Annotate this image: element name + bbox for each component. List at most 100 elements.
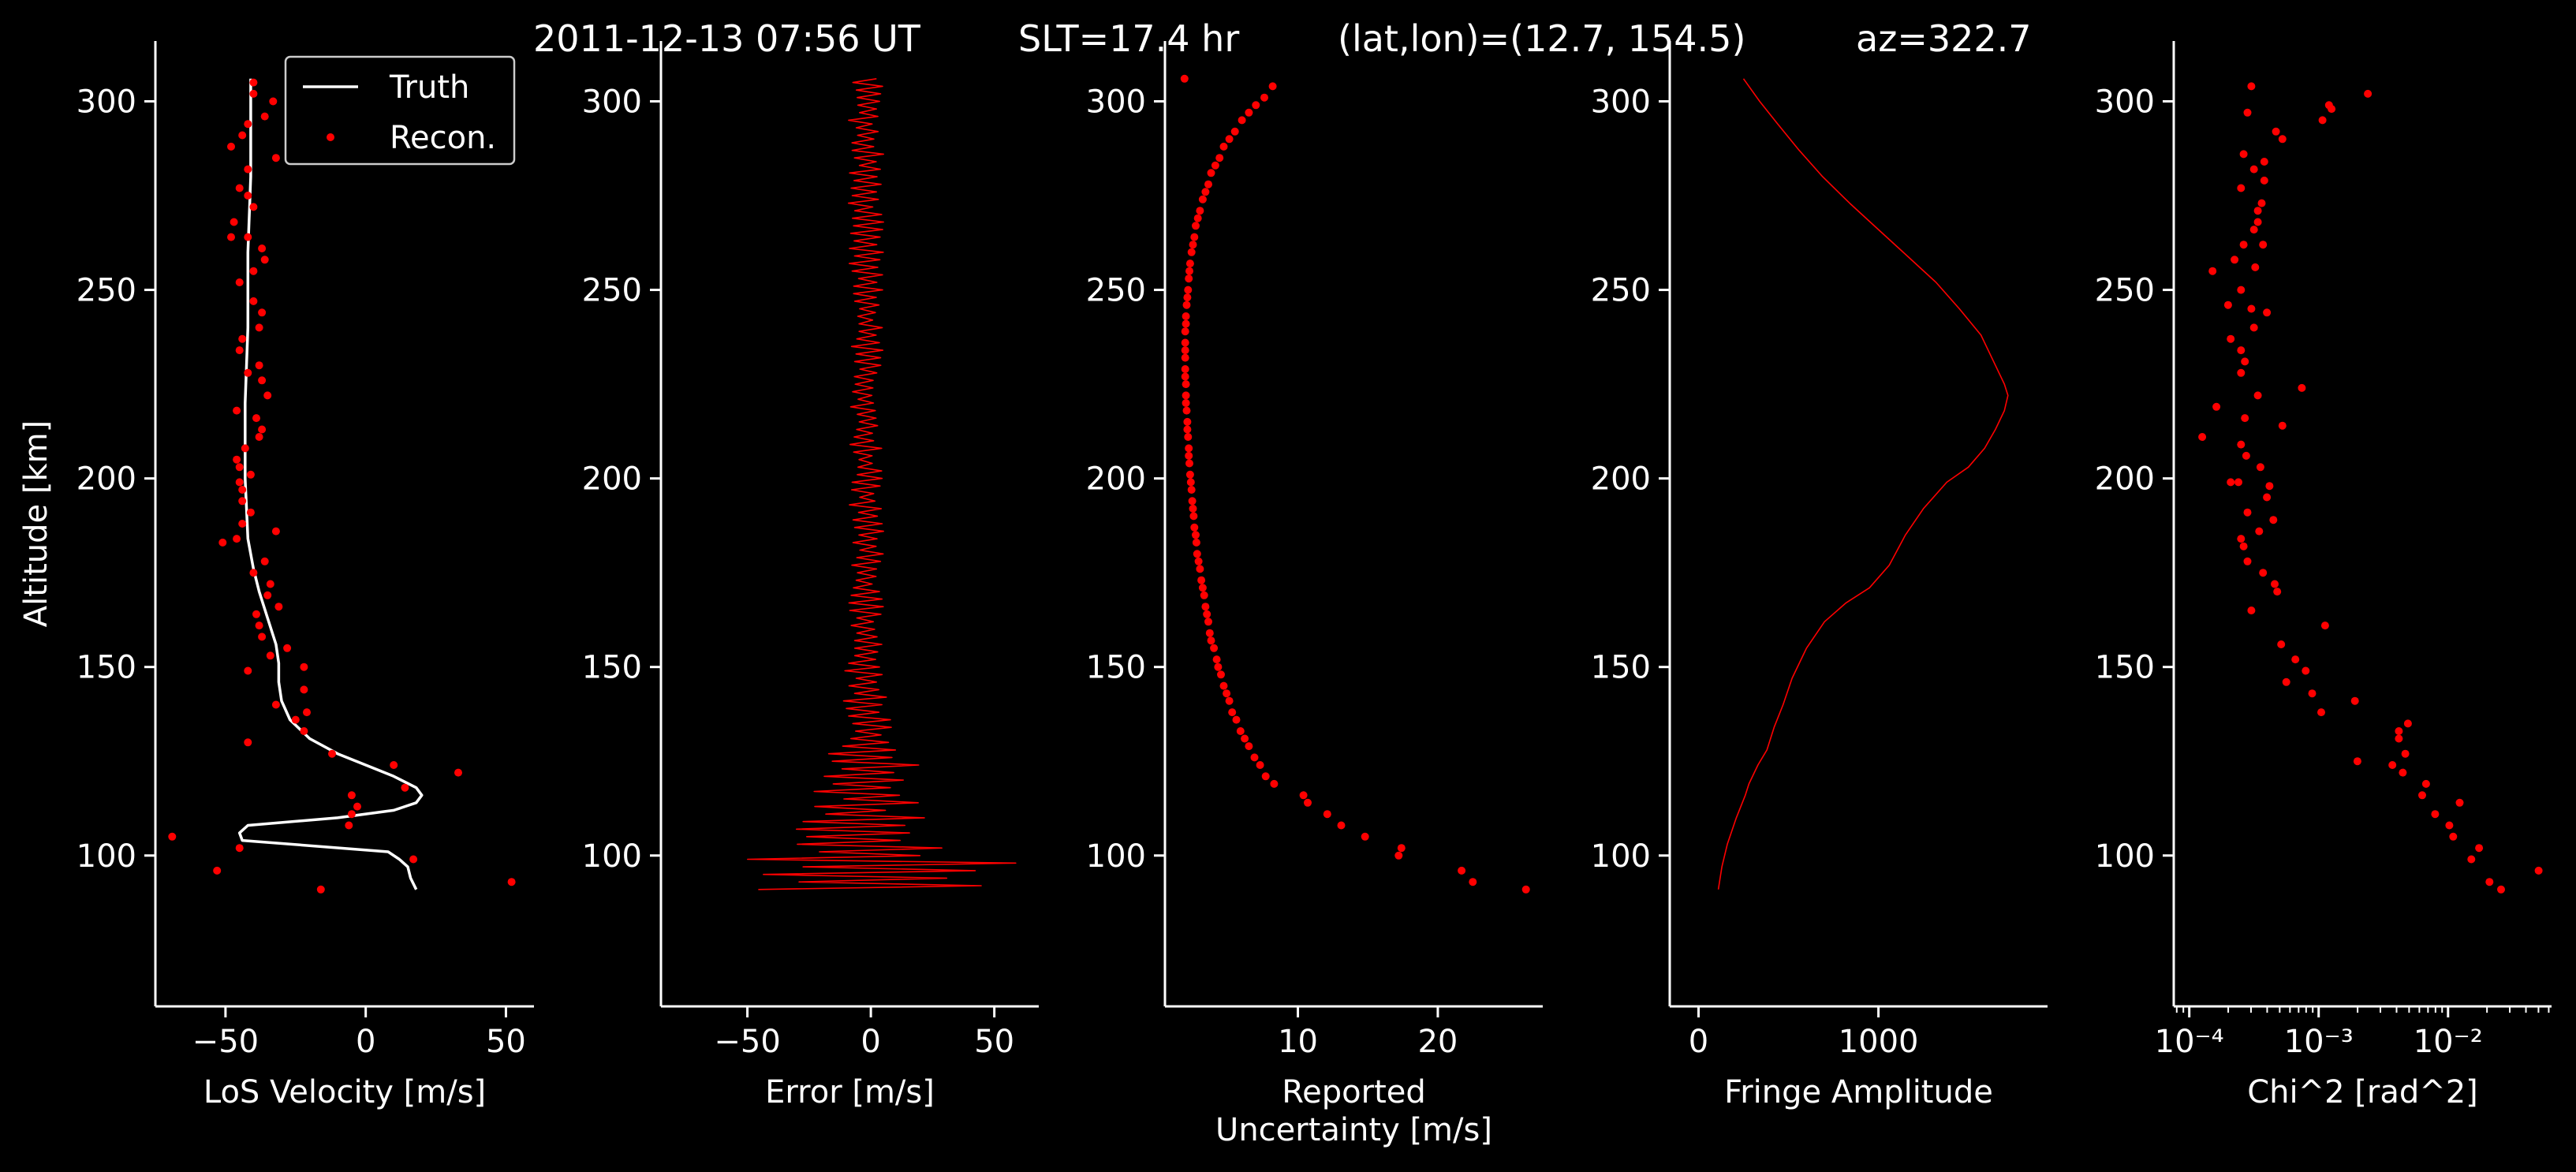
data-point	[2257, 199, 2266, 207]
data-point	[230, 218, 238, 226]
data-point	[2198, 433, 2207, 441]
data-point	[2260, 176, 2268, 185]
data-point	[1188, 497, 1197, 506]
data-point	[252, 610, 260, 618]
data-point	[1185, 259, 1194, 268]
data-point	[1201, 188, 1210, 196]
data-point	[1193, 214, 1202, 222]
data-point	[1521, 885, 1530, 894]
data-point	[233, 535, 241, 543]
y-tick-label: 150	[582, 650, 642, 686]
y-tick-label: 300	[77, 84, 136, 121]
data-point	[2259, 569, 2268, 577]
data-point	[1192, 531, 1200, 539]
x-axis-label: Error [m/s]	[765, 1074, 935, 1110]
data-point	[1214, 663, 1223, 671]
data-point	[1211, 161, 1219, 170]
series-line-profile	[1717, 78, 2009, 890]
data-point	[2278, 135, 2287, 144]
data-point	[2237, 184, 2246, 192]
data-point	[213, 866, 222, 875]
data-point	[2395, 734, 2403, 743]
y-tick-label: 300	[582, 84, 642, 121]
data-point	[244, 192, 252, 200]
data-point	[1397, 844, 1406, 853]
data-point	[2308, 689, 2317, 698]
y-tick-label: 200	[1086, 461, 1146, 498]
data-point	[235, 184, 244, 192]
data-point	[2455, 798, 2464, 807]
data-point	[2353, 757, 2361, 766]
data-point	[246, 470, 255, 479]
data-point	[2237, 286, 2246, 294]
data-point	[1189, 512, 1198, 521]
data-point	[241, 444, 249, 453]
y-tick-label: 150	[1591, 650, 1651, 686]
y-tick-label: 250	[77, 273, 136, 309]
data-point	[266, 580, 274, 588]
data-point	[1458, 866, 1466, 875]
data-point	[347, 810, 356, 819]
data-point	[1198, 195, 1207, 203]
data-point	[2282, 677, 2290, 686]
data-point	[2265, 482, 2274, 491]
data-point	[2239, 542, 2248, 551]
data-point	[2271, 580, 2279, 588]
data-point	[274, 603, 283, 611]
data-point	[1181, 372, 1189, 381]
data-point	[2253, 207, 2262, 215]
data-point	[1182, 391, 1190, 400]
data-point	[345, 821, 353, 830]
y-tick-label: 300	[1086, 84, 1146, 121]
data-point	[1245, 108, 1253, 117]
data-point	[283, 644, 292, 652]
data-point	[1194, 557, 1203, 565]
data-point	[252, 414, 260, 423]
data-point	[2263, 308, 2272, 317]
data-point	[1185, 459, 1193, 468]
data-point	[1201, 603, 1210, 611]
data-point	[244, 120, 252, 129]
data-point	[249, 203, 258, 211]
data-point	[2256, 463, 2264, 472]
data-point	[1210, 644, 1219, 652]
data-point	[2263, 493, 2272, 502]
data-point	[244, 233, 252, 241]
x-tick-label: 10⁻⁴	[2155, 1024, 2224, 1060]
data-point	[1200, 591, 1208, 599]
data-point	[1185, 274, 1193, 283]
data-point	[1184, 286, 1193, 294]
data-point	[2234, 478, 2242, 487]
series-line-profile	[747, 78, 1017, 890]
data-point	[168, 832, 177, 841]
data-point	[1190, 233, 1199, 241]
data-point	[255, 323, 263, 332]
data-point	[303, 708, 311, 717]
data-point	[1190, 523, 1199, 532]
data-point	[2231, 256, 2239, 264]
data-point	[2318, 116, 2327, 125]
data-point	[1394, 851, 1403, 860]
data-point	[2302, 666, 2310, 675]
data-point	[2291, 655, 2300, 664]
data-point	[1187, 486, 1196, 494]
data-point	[2247, 607, 2256, 614]
data-point	[1260, 93, 1268, 102]
data-point	[249, 267, 258, 275]
data-point	[2239, 241, 2248, 249]
data-point	[2223, 300, 2232, 309]
data-point	[1193, 550, 1201, 558]
data-point	[1186, 478, 1195, 487]
data-point	[1219, 681, 1228, 690]
data-point	[260, 112, 269, 121]
data-point	[1182, 312, 1190, 320]
data-point	[2320, 621, 2329, 630]
data-point	[1245, 742, 1253, 751]
data-point	[1183, 425, 1192, 434]
y-tick-label: 200	[2095, 461, 2155, 498]
y-tick-label: 150	[2095, 650, 2155, 686]
data-point	[2401, 749, 2410, 758]
data-point	[2485, 878, 2494, 886]
